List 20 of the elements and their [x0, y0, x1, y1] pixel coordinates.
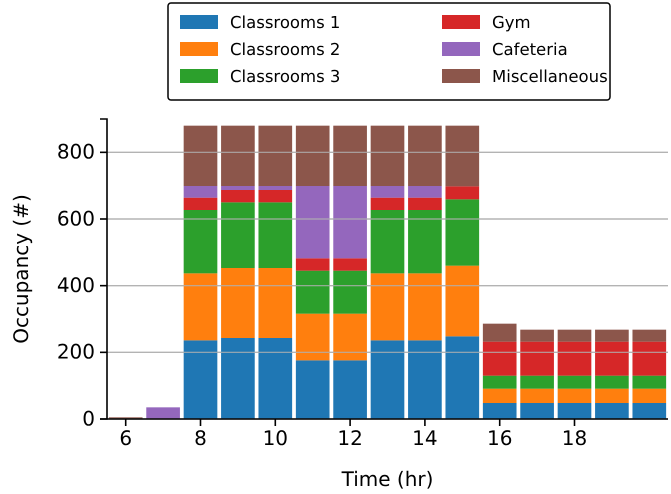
legend-label: Cafeteria: [492, 40, 568, 59]
y-tick-label: 0: [82, 406, 95, 430]
x-tick-label: 16: [486, 426, 512, 450]
legend-label: Gym: [492, 13, 531, 32]
legend-label: Classrooms 1: [230, 13, 340, 32]
y-tick-label: 600: [56, 206, 95, 230]
legend-label: Miscellaneous: [492, 67, 608, 86]
legend-label: Classrooms 3: [230, 67, 340, 86]
y-tick-label: 800: [56, 140, 95, 164]
x-tick-label: 14: [412, 426, 438, 450]
x-axis-title: Time (hr): [340, 467, 434, 491]
y-tick-label: 200: [56, 340, 95, 364]
y-axis-title: Occupancy (#): [9, 194, 33, 344]
x-tick-label: 12: [337, 426, 363, 450]
x-tick-label: 6: [119, 426, 132, 450]
legend-label: Classrooms 2: [230, 40, 340, 59]
x-tick-label: 18: [562, 426, 588, 450]
x-tick-label: 8: [194, 426, 207, 450]
x-tick-label: 10: [262, 426, 288, 450]
y-tick-label: 400: [56, 273, 95, 298]
